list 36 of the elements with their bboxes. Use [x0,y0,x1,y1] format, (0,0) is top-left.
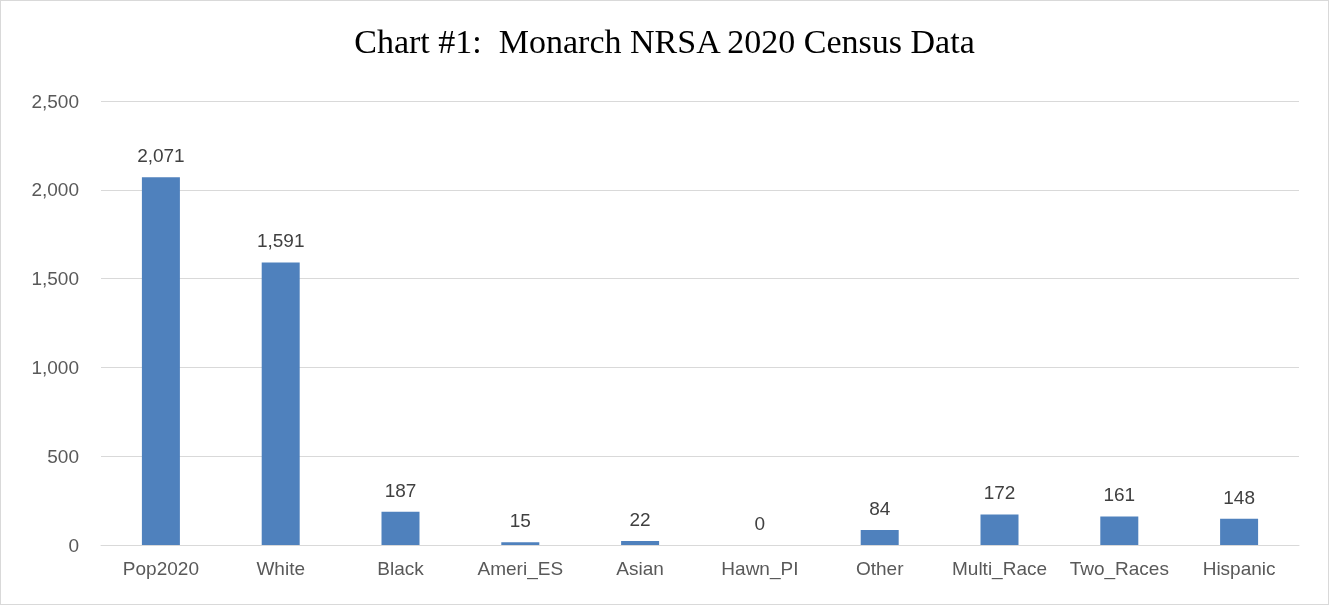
bar [621,541,660,545]
data-label: 187 [384,479,417,501]
chart-title: Chart #1: Monarch NRSA 2020 Census Data [354,22,975,60]
x-tick-label: Other [855,558,905,579]
data-label: 2,071 [137,145,185,167]
bar [381,511,420,545]
x-tick-label: Multi_Race [951,558,1048,580]
bar [1100,516,1139,545]
bar [1220,518,1259,545]
x-tick-label: Black [377,558,425,579]
x-tick-label: Hispanic [1202,558,1276,579]
y-tick-label: 1,000 [31,356,79,378]
x-tick-label: White [256,558,305,579]
y-tick-label: 2,000 [31,179,79,201]
data-label: 161 [1103,484,1136,506]
y-tick-label: 1,500 [31,268,79,290]
x-tick-label: Asian [616,558,664,579]
x-tick-label: Pop2020 [122,558,199,579]
y-tick-label: 2,500 [31,90,79,112]
bar [261,262,300,545]
x-tick-label: Ameri_ES [477,558,564,580]
bar [860,530,899,545]
y-tick-label: 0 [68,534,79,556]
x-tick-label: Hawn_PI [721,558,799,580]
bar [501,542,540,545]
data-label: 22 [629,509,651,531]
x-tick-label: Two_Races [1069,558,1169,580]
data-label: 148 [1223,486,1255,508]
y-tick-label: 500 [47,445,79,467]
bar [141,177,180,545]
data-label: 0 [754,513,766,534]
data-label: 1,591 [256,230,305,252]
data-label: 84 [869,498,891,520]
data-label: 15 [509,510,531,532]
data-label: 172 [983,482,1016,504]
bar [980,514,1019,545]
